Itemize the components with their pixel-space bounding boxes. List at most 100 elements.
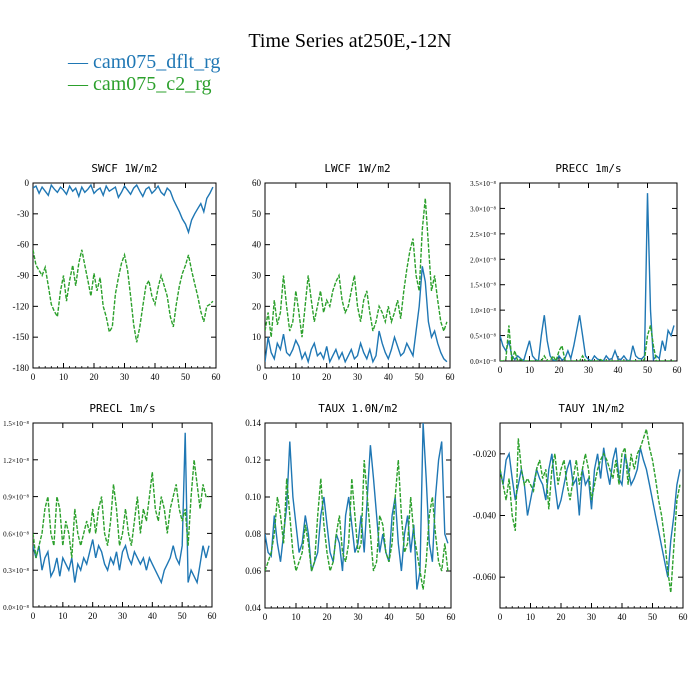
series-line-dflt [33, 432, 210, 585]
series-line-c2 [265, 198, 448, 338]
series-line-c2 [500, 428, 681, 593]
y-tick-label: 0.6×10⁻⁸ [3, 530, 29, 538]
y-tick-label: -0.020 [473, 449, 497, 459]
y-tick-label: -0.040 [473, 511, 497, 521]
x-tick-label: 0 [263, 612, 268, 622]
x-tick-label: 10 [525, 365, 535, 375]
y-tick-label: -90 [17, 271, 29, 281]
chart-title: TAUY 1N/m2 [558, 402, 624, 415]
x-tick-label: 10 [292, 612, 302, 622]
x-tick-label: 40 [384, 372, 394, 382]
x-tick-label: 50 [416, 612, 426, 622]
x-tick-label: 10 [59, 372, 69, 382]
x-tick-label: 30 [584, 365, 594, 375]
series-line-dflt [33, 183, 214, 235]
x-tick-label: 0 [263, 372, 268, 382]
x-tick-label: 40 [385, 612, 395, 622]
y-tick-label: 0.5×10⁻⁸ [470, 333, 496, 341]
y-tick-label: 0.06 [245, 566, 261, 576]
series-line-c2 [500, 325, 674, 361]
chart-panel-1: LWCF 1W/m2 0 10 20 30 40 50 60 0 10 20 30 40 50 60 [252, 162, 455, 382]
y-tick-label: 0 [257, 363, 262, 373]
y-tick-label: 0.12 [245, 455, 261, 465]
y-tick-label: -150 [13, 332, 30, 342]
y-tick-label: 0.3×10⁻⁸ [3, 567, 29, 575]
y-tick-label: -30 [17, 209, 29, 219]
y-tick-label: -120 [13, 301, 30, 311]
y-tick-label: 0.04 [245, 603, 261, 613]
chart-panel-2: PRECC 1m/s 0 10 20 30 40 50 60 0.0×10⁻⁸ 0.5×10⁻⁸ 1… [470, 162, 682, 375]
y-tick-label: 2.0×10⁻⁸ [470, 256, 496, 264]
x-tick-label: 0 [31, 611, 36, 621]
x-tick-label: 30 [353, 372, 363, 382]
y-tick-label: 0.10 [245, 492, 261, 502]
x-tick-label: 60 [208, 611, 218, 621]
y-tick-label: 10 [252, 332, 262, 342]
x-tick-label: 20 [555, 365, 565, 375]
x-tick-label: 30 [354, 612, 364, 622]
series-line-dflt [265, 423, 449, 590]
x-tick-label: 10 [58, 611, 68, 621]
y-tick-label: 1.5×10⁻⁸ [3, 420, 29, 428]
y-tick-label: 40 [252, 240, 262, 250]
chart-panel-0: SWCF 1W/m2 0 10 20 30 40 50 60 0 -30 -60 -90 -120 -15… [13, 162, 222, 382]
x-tick-label: 50 [643, 365, 653, 375]
series-line-dflt [265, 266, 448, 365]
y-tick-label: 3.5×10⁻⁸ [470, 180, 496, 188]
x-tick-label: 30 [587, 612, 597, 622]
series-line-dflt [500, 447, 681, 578]
y-tick-label: -60 [17, 240, 29, 250]
x-tick-label: 40 [151, 372, 161, 382]
chart-title: SWCF 1W/m2 [91, 162, 157, 175]
x-tick-label: 60 [212, 372, 222, 382]
y-tick-label: 3.0×10⁻⁸ [470, 205, 496, 213]
x-tick-label: 60 [447, 612, 457, 622]
x-tick-label: 20 [88, 611, 98, 621]
x-tick-label: 40 [618, 612, 628, 622]
figure-title: Time Series at250E,-12N [248, 30, 451, 52]
series-line-c2 [33, 249, 214, 343]
x-tick-label: 50 [181, 372, 191, 382]
y-tick-label: 0.0×10⁻⁸ [470, 358, 496, 366]
chart-title: PRECL 1m/s [89, 402, 155, 415]
x-tick-label: 10 [526, 612, 536, 622]
x-tick-label: 60 [673, 365, 683, 375]
x-tick-label: 40 [614, 365, 624, 375]
panels-container: SWCF 1W/m2 0 10 20 30 40 50 60 0 -30 -60 -90 -120 -15… [3, 162, 688, 622]
chart-panel-5: TAUY 1N/m2 0 10 20 30 40 50 60 -0.020 -0.040 -0.06… [473, 402, 688, 622]
y-tick-label: 1.5×10⁻⁸ [470, 282, 496, 290]
x-tick-label: 60 [446, 372, 456, 382]
x-tick-label: 30 [120, 372, 130, 382]
x-tick-label: 0 [31, 372, 36, 382]
y-tick-label: 0.9×10⁻⁸ [3, 494, 29, 502]
chart-frame [499, 182, 678, 362]
series-line-dflt [500, 193, 675, 361]
y-tick-label: 0.08 [245, 529, 261, 539]
x-tick-label: 40 [148, 611, 158, 621]
y-tick-label: 20 [252, 301, 262, 311]
legend-entry-dflt: — cam075_dflt_rg [67, 51, 220, 73]
x-tick-label: 0 [498, 365, 503, 375]
y-tick-label: 1.2×10⁻⁸ [3, 457, 29, 465]
x-tick-label: 20 [323, 612, 333, 622]
chart-panel-4: TAUX 1.0N/m2 0 10 20 30 40 50 60 0.04 0.06 0.08 0.1… [245, 402, 456, 622]
y-tick-label: 50 [252, 209, 262, 219]
chart-title: TAUX 1.0N/m2 [318, 402, 397, 415]
x-tick-label: 20 [322, 372, 332, 382]
x-tick-label: 60 [679, 612, 689, 622]
x-tick-label: 0 [498, 612, 503, 622]
y-tick-label: 0.0×10⁻⁸ [3, 604, 29, 612]
x-tick-label: 50 [415, 372, 425, 382]
y-tick-label: -0.060 [473, 572, 497, 582]
x-tick-label: 10 [291, 372, 301, 382]
x-tick-label: 50 [648, 612, 658, 622]
x-tick-label: 30 [118, 611, 128, 621]
y-tick-label: 2.5×10⁻⁸ [470, 231, 496, 239]
x-tick-label: 20 [557, 612, 567, 622]
chart-title: PRECC 1m/s [555, 162, 621, 175]
series-line-c2 [265, 459, 449, 590]
y-tick-label: -180 [13, 363, 30, 373]
chart-panel-3: PRECL 1m/s 0 10 20 30 40 50 60 0.0×10⁻⁸ 0.3×10⁻⁸ 0… [3, 402, 217, 621]
series-line-c2 [33, 459, 209, 559]
